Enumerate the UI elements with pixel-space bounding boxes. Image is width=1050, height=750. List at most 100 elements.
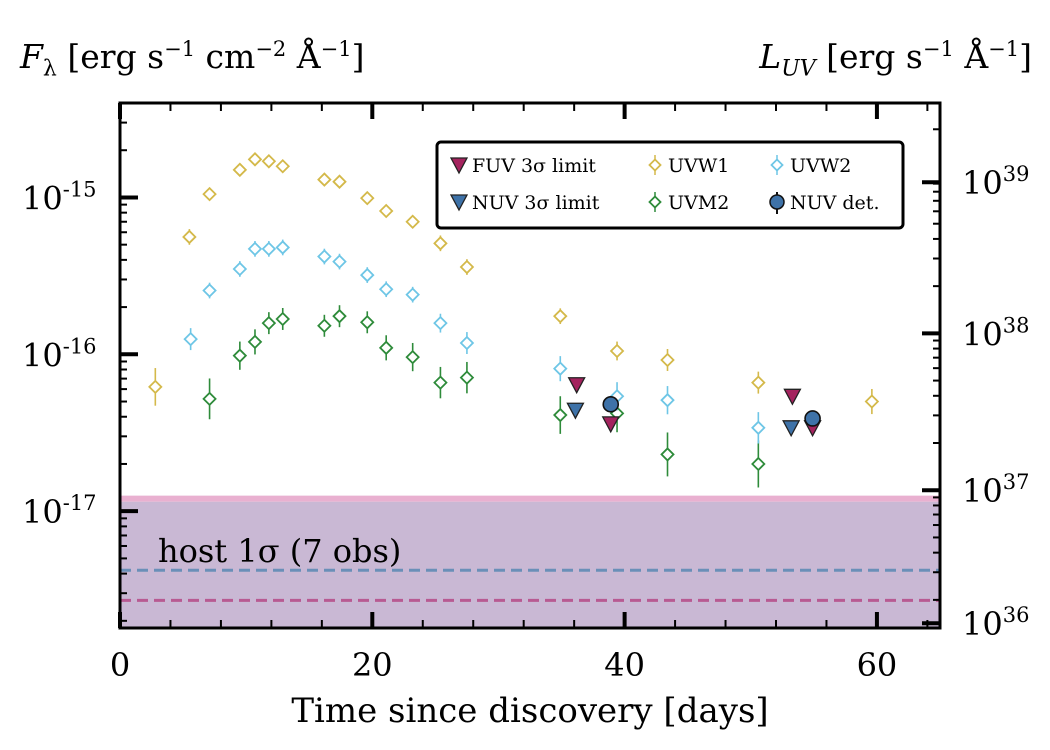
uvm2-point [553, 407, 568, 423]
y-tick-label-left: 10-16 [22, 334, 97, 374]
legend-uvw1-marker [648, 158, 662, 172]
uvm2-point [261, 315, 277, 331]
uvw2-point [751, 420, 766, 436]
host-band-label: host 1σ (7 obs) [158, 532, 401, 570]
flux-symbol: F [20, 37, 43, 76]
uvw2-point [232, 261, 248, 277]
flux-unit-mid2: Å [286, 37, 321, 76]
uvw2-point [553, 361, 568, 376]
uvw1-point [433, 236, 448, 251]
uvw2-point [202, 283, 217, 298]
host-band [120, 501, 940, 628]
uvw2-point [332, 254, 347, 269]
fuv-3-limit-marker [783, 388, 802, 406]
legend-box [435, 140, 905, 230]
uvw1-point [332, 174, 347, 189]
lum-unit-exp1: −1 [922, 37, 954, 61]
uvw2-point [247, 241, 263, 257]
x-tick-label: 0 [110, 646, 130, 684]
uvw1-point [378, 203, 394, 219]
lum-unit-end: ] [1019, 37, 1032, 76]
uvm2-point [202, 391, 217, 407]
lum-unit: [erg s [826, 37, 923, 76]
left-axis-title: Fλ [erg s−1 cm−2 Å−1] [20, 37, 364, 82]
x-tick-label: 40 [604, 646, 645, 684]
uvm2-point [275, 311, 291, 327]
plot-frame [118, 101, 942, 630]
lum-unit-mid: Å [953, 37, 989, 76]
uvm2-point [433, 375, 448, 390]
x-axis-label: Time since discovery [days] [291, 691, 768, 731]
x-tick-label: 60 [857, 646, 898, 684]
uvm2-point [660, 447, 675, 462]
uvw2-point [183, 331, 198, 347]
uvm2-point [751, 456, 766, 472]
legend-nuv-det-label: NUV det. [790, 192, 879, 214]
y-tick-label-left: 10-17 [22, 491, 97, 531]
uvw2-point [660, 392, 675, 408]
uvw2-point [459, 335, 475, 351]
flux-unit-end: ] [351, 37, 365, 76]
uvm2-point [405, 349, 420, 365]
y-tick-label-right: 1038 [962, 313, 1029, 353]
uvw2-point [317, 249, 332, 264]
legend-nuv-det-marker [769, 194, 785, 210]
right-axis-title: LUV [erg s−1 Å−1] [759, 37, 1032, 82]
nuv-3-limit-marker [566, 402, 585, 420]
uvw1-point [232, 162, 248, 178]
uvw2-point [275, 240, 291, 255]
flux-unit: [erg s [67, 37, 165, 76]
nuv-det-point [804, 410, 821, 427]
uvm2-point [247, 334, 263, 350]
uvw1-point [405, 214, 420, 230]
uvw2-point [433, 315, 448, 331]
flux-unit-exp3: −1 [320, 37, 352, 61]
uvw2-point [405, 287, 420, 302]
legend-uvw1-label: UVW1 [668, 155, 729, 177]
legend-nuv-3-limit-label: NUV 3σ limit [472, 192, 600, 214]
x-tick-label: 20 [352, 646, 393, 684]
legend-uvw2-label: UVW2 [790, 155, 851, 177]
lum-unit-exp2: −1 [988, 37, 1020, 61]
uvw1-point [553, 308, 568, 324]
lum-symbol: L [759, 37, 782, 76]
uvm2-point [332, 308, 347, 324]
flux-unit-exp2: −2 [255, 37, 287, 61]
y-tick-label-left: 10-15 [22, 177, 97, 217]
legend-uvm2-marker [648, 195, 662, 209]
uvw1-point [317, 172, 332, 187]
uvw1-point [359, 190, 375, 206]
uvw1-point [148, 379, 163, 395]
uvw1-point [751, 375, 766, 390]
uvw1-point [609, 343, 625, 359]
y-tick-label-right: 1037 [962, 470, 1029, 510]
uvm2-point [317, 318, 332, 334]
fuv-3-limit-marker [567, 377, 586, 395]
y-tick-label-right: 1036 [962, 603, 1029, 643]
uvm2-point [378, 340, 394, 356]
uvw2-point [359, 267, 375, 283]
flux-unit-mid: cm [195, 37, 256, 76]
uvw2-point [261, 241, 277, 257]
uvw1-point [660, 352, 675, 368]
uvw1-point [182, 229, 197, 245]
lum-subscript: UV [781, 56, 816, 82]
y-tick-label-right: 1039 [962, 162, 1029, 202]
uvw1-point [202, 186, 217, 202]
legend-fuv-3-limit-marker [449, 157, 469, 175]
uvw1-point [864, 394, 880, 409]
uvm2-point [232, 348, 248, 363]
uvw1-point [247, 152, 263, 167]
legend-nuv-3-limit-marker [449, 194, 469, 212]
flux-unit-exp1: −1 [164, 37, 196, 61]
flux-subscript: λ [42, 56, 57, 82]
legend-fuv-3-limit-label: FUV 3σ limit [472, 155, 596, 177]
uvm2-point [459, 370, 475, 385]
uvw2-point [378, 281, 394, 297]
nuv-det-point [602, 396, 620, 413]
uvw1-point [261, 154, 277, 169]
fuv-3-limit-marker [601, 416, 620, 434]
legend-uvw2-marker [770, 158, 784, 172]
uvw1-point [459, 259, 475, 275]
